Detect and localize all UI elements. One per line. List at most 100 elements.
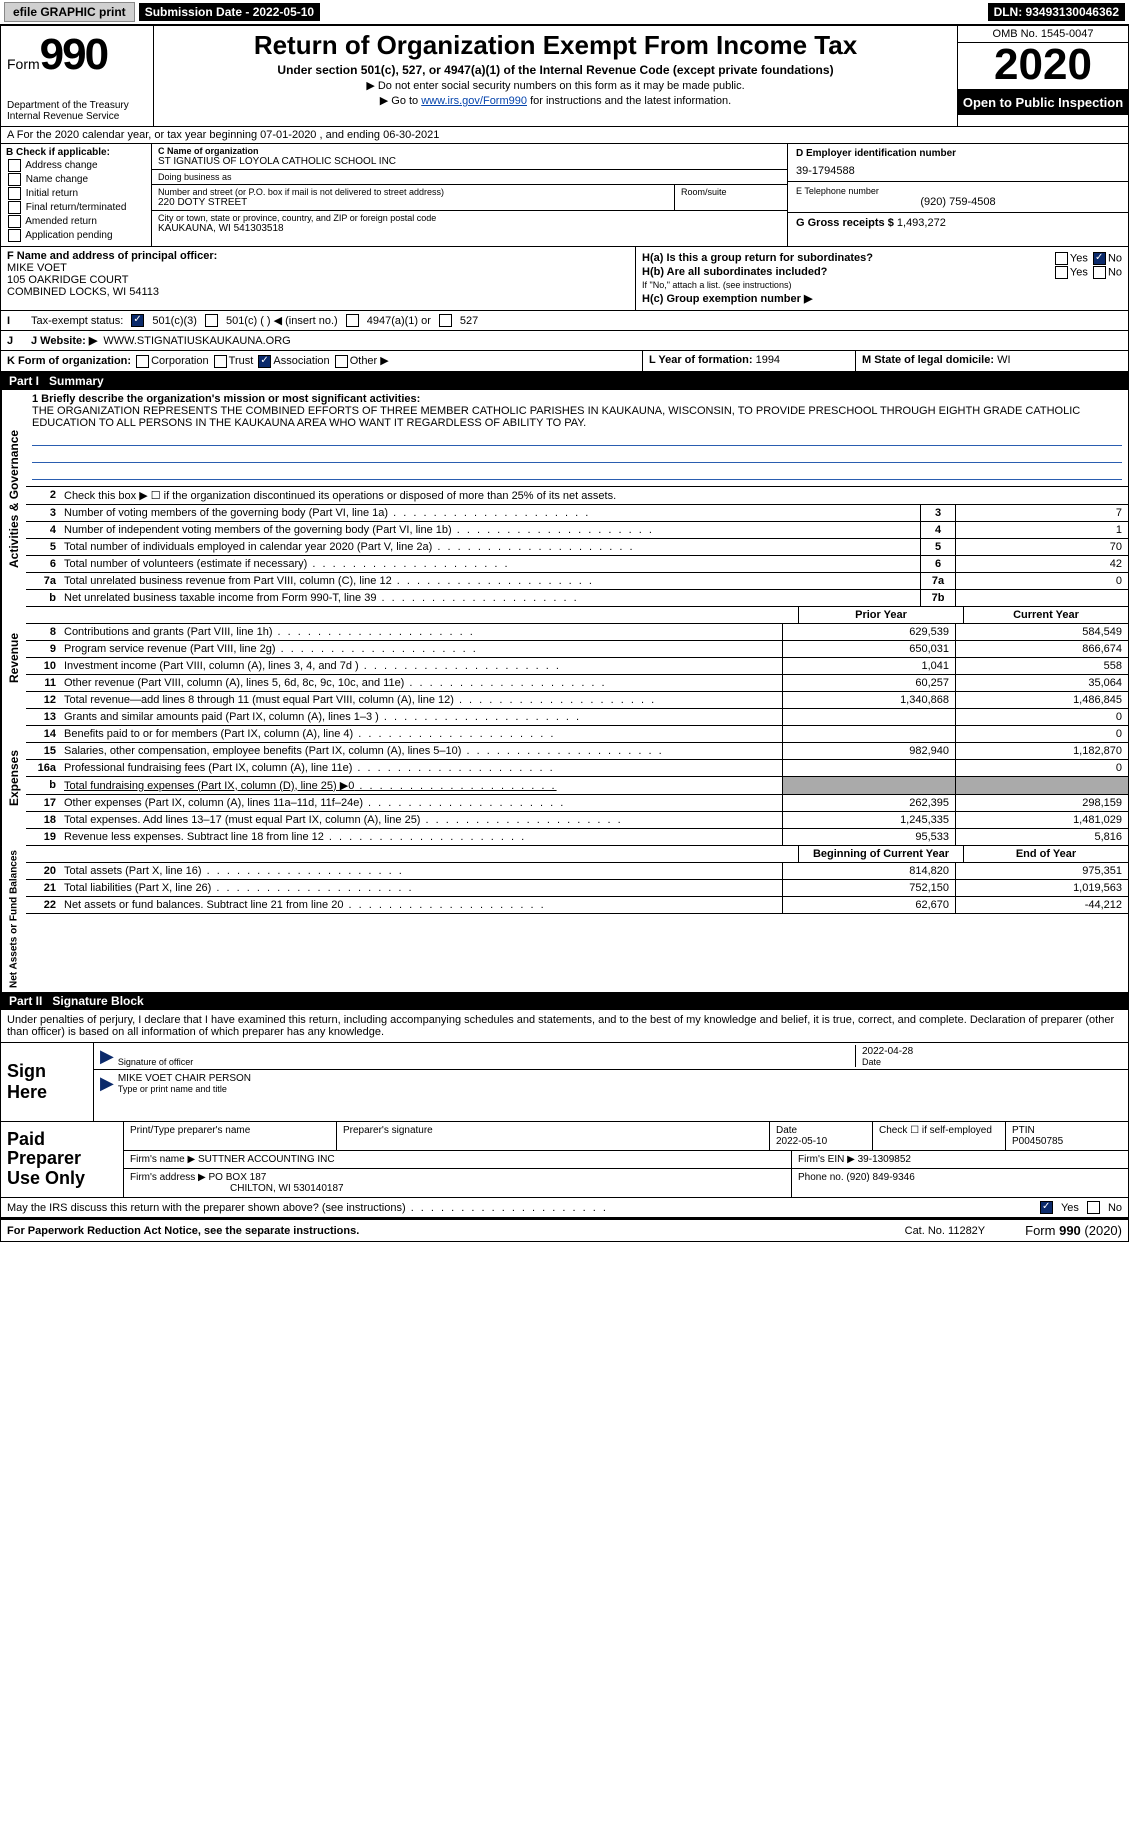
chk-final-return[interactable]: Final return/terminated: [6, 201, 146, 214]
firm-phone: (920) 849-9346: [846, 1172, 914, 1183]
website-value: WWW.STIGNATIUSKAUKAUNA.ORG: [103, 335, 290, 347]
officer-name: MIKE VOET: [7, 262, 629, 274]
line-a: A For the 2020 calendar year, or tax yea…: [1, 127, 1128, 144]
sign-here-label: Sign Here: [1, 1043, 94, 1121]
dln-badge: DLN: 93493130046362: [988, 3, 1125, 21]
revenue-block: Revenue Prior Year Current Year 8Contrib…: [1, 607, 1128, 709]
name-arrow-icon: ▶: [100, 1073, 114, 1094]
preparer-date: 2022-05-10: [776, 1136, 866, 1147]
expense-line-13: 13Grants and similar amounts paid (Part …: [26, 709, 1128, 726]
section-bcd: B Check if applicable: Address change Na…: [1, 144, 1128, 247]
dept-label: Department of the Treasury: [7, 100, 147, 111]
revenue-line-9: 9Program service revenue (Part VIII, lin…: [26, 641, 1128, 658]
page-footer: For Paperwork Reduction Act Notice, see …: [1, 1219, 1128, 1241]
h-b-note: If "No," attach a list. (see instruction…: [642, 280, 1122, 290]
chk-trust[interactable]: [214, 355, 227, 368]
ein-label: D Employer identification number: [796, 148, 1120, 159]
chk-501c[interactable]: [205, 314, 218, 327]
section-d: D Employer identification number 39-1794…: [787, 144, 1128, 246]
net-assets-block: Net Assets or Fund Balances Beginning of…: [1, 846, 1128, 992]
line-klm: K Form of organization: Corporation Trus…: [1, 351, 1128, 372]
gov-line-7a: 7aTotal unrelated business revenue from …: [26, 573, 1128, 590]
top-toolbar: efile GRAPHIC print Submission Date - 20…: [0, 0, 1129, 25]
line-l: L Year of formation: 1994: [643, 351, 856, 371]
chk-corp[interactable]: [136, 355, 149, 368]
net-line-20: 20Total assets (Part X, line 16)814,8209…: [26, 863, 1128, 880]
form-note-1: ▶ Do not enter social security numbers o…: [160, 79, 951, 92]
revenue-line-12: 12Total revenue—add lines 8 through 11 (…: [26, 692, 1128, 709]
officer-name-title-field: MIKE VOET CHAIR PERSON Type or print nam…: [118, 1072, 1122, 1094]
sidetab-governance: Activities & Governance: [1, 390, 26, 607]
chk-527[interactable]: [439, 314, 452, 327]
hb-no-checkbox[interactable]: [1093, 266, 1106, 279]
section-fh: F Name and address of principal officer:…: [1, 247, 1128, 311]
city-value: KAUKAUNA, WI 541303518: [158, 223, 781, 234]
form-sheet: Form990 Department of the Treasury Inter…: [0, 25, 1129, 1242]
line-m: M State of legal domicile: WI: [856, 351, 1128, 371]
expense-line-16a: 16aProfessional fundraising fees (Part I…: [26, 760, 1128, 777]
part-2-header: Part II Signature Block: [1, 992, 1128, 1010]
sidetab-revenue: Revenue: [1, 607, 26, 709]
gov-line-6: 6Total number of volunteers (estimate if…: [26, 556, 1128, 573]
line-a-text: A For the 2020 calendar year, or tax yea…: [1, 127, 445, 143]
chk-name-change[interactable]: Name change: [6, 173, 146, 186]
hb-yes-checkbox[interactable]: [1055, 266, 1068, 279]
city-label: City or town, state or province, country…: [158, 213, 781, 223]
ha-yes-checkbox[interactable]: [1055, 252, 1068, 265]
form-number-990: 990: [40, 30, 107, 79]
section-c: C Name of organization ST IGNATIUS OF LO…: [152, 144, 787, 246]
prior-year-header: Prior Year: [798, 607, 963, 623]
h-b: H(b) Are all subordinates included? Yes …: [642, 266, 1122, 278]
principal-officer-label: F Name and address of principal officer:: [7, 250, 629, 262]
chk-501c3[interactable]: [131, 314, 144, 327]
form-title: Return of Organization Exempt From Incom…: [160, 30, 951, 61]
sidetab-expenses: Expenses: [1, 709, 26, 846]
section-b: B Check if applicable: Address change Na…: [1, 144, 152, 246]
self-employed-check[interactable]: Check ☐ if self-employed: [873, 1122, 1006, 1150]
gov-line-7b: bNet unrelated business taxable income f…: [26, 590, 1128, 607]
sidetab-net-assets: Net Assets or Fund Balances: [1, 846, 26, 992]
paid-preparer-label: Paid Preparer Use Only: [1, 1122, 124, 1197]
discuss-no-checkbox[interactable]: [1087, 1201, 1100, 1214]
revenue-line-11: 11Other revenue (Part VIII, column (A), …: [26, 675, 1128, 692]
revenue-line-10: 10Investment income (Part VIII, column (…: [26, 658, 1128, 675]
signature-date: 2022-04-28 Date: [856, 1046, 1122, 1067]
phone-value: (920) 759-4508: [796, 196, 1120, 208]
street-label: Number and street (or P.O. box if mail i…: [158, 187, 668, 197]
dba-label: Doing business as: [158, 172, 781, 182]
h-a: H(a) Is this a group return for subordin…: [642, 252, 1122, 264]
part-1-header: Part I Summary: [1, 372, 1128, 390]
beginning-year-header: Beginning of Current Year: [798, 846, 963, 862]
chk-initial-return[interactable]: Initial return: [6, 187, 146, 200]
part-2-tag: Part II: [9, 994, 42, 1008]
form-prefix: Form: [7, 56, 40, 72]
line-j: J J Website: ▶ WWW.STIGNATIUSKAUKAUNA.OR…: [1, 331, 1128, 351]
firm-addr2: CHILTON, WI 530140187: [230, 1183, 785, 1194]
website-label: J Website: ▶: [31, 334, 97, 347]
form-number: Form990: [7, 30, 147, 80]
firm-name: SUTTNER ACCOUNTING INC: [198, 1154, 335, 1165]
open-to-public-badge: Open to Public Inspection: [958, 90, 1128, 115]
signature-block: Under penalties of perjury, I declare th…: [1, 1010, 1128, 1219]
expense-line-15: 15Salaries, other compensation, employee…: [26, 743, 1128, 760]
section-h: H(a) Is this a group return for subordin…: [635, 247, 1128, 310]
chk-4947a1[interactable]: [346, 314, 359, 327]
officer-signature-field[interactable]: Signature of officer: [118, 1045, 856, 1067]
form-title-block: Return of Organization Exempt From Incom…: [154, 26, 957, 126]
revenue-line-8: 8Contributions and grants (Part VIII, li…: [26, 624, 1128, 641]
form990-instructions-link[interactable]: www.irs.gov/Form990: [421, 95, 527, 107]
expense-line-17: 17Other expenses (Part IX, column (A), l…: [26, 795, 1128, 812]
governance-block: Activities & Governance 1 Briefly descri…: [1, 390, 1128, 607]
efile-print-button[interactable]: efile GRAPHIC print: [4, 2, 135, 22]
chk-application-pending[interactable]: Application pending: [6, 229, 146, 242]
h-c: H(c) Group exemption number ▶: [642, 292, 1122, 305]
discuss-yes-checkbox[interactable]: [1040, 1201, 1053, 1214]
chk-association[interactable]: [258, 355, 271, 368]
chk-address-change[interactable]: Address change: [6, 159, 146, 172]
section-f: F Name and address of principal officer:…: [1, 247, 635, 310]
chk-other[interactable]: [335, 355, 348, 368]
ha-no-checkbox[interactable]: [1093, 252, 1106, 265]
chk-amended-return[interactable]: Amended return: [6, 215, 146, 228]
header-right-block: OMB No. 1545-0047 2020 Open to Public In…: [957, 26, 1128, 126]
tax-exempt-label: Tax-exempt status:: [31, 315, 123, 327]
